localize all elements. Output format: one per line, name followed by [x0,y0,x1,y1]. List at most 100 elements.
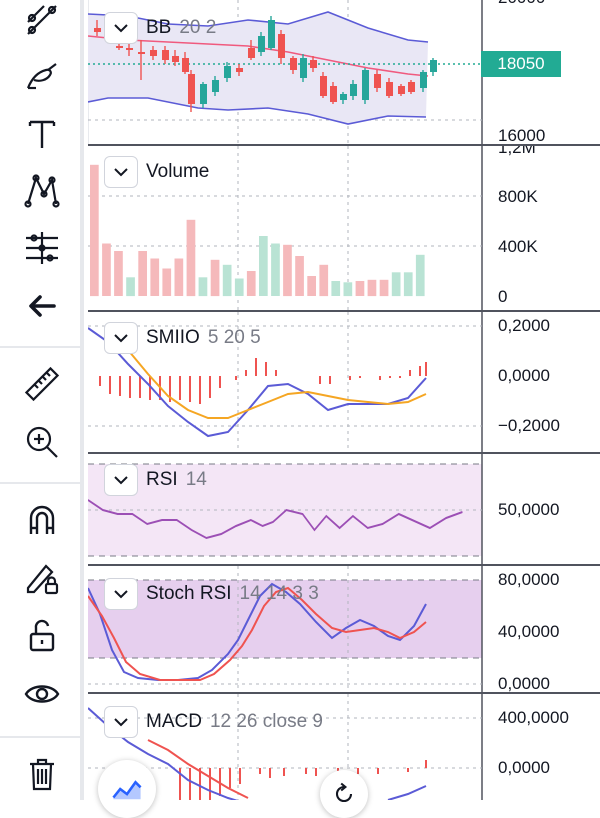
collapse-button[interactable] [104,578,138,610]
smiio-axis-label: 0,2000 [498,316,550,335]
brush-icon[interactable] [16,52,68,100]
candle-body [268,20,275,48]
candle-body [278,34,285,58]
candle-body [200,84,207,104]
reset-chart-button[interactable] [320,770,368,818]
text-icon[interactable] [16,110,68,158]
indicator-name: BB [146,17,172,38]
rsi-axis-label: 50,0000 [498,500,560,519]
toolbar-divider [0,346,80,348]
toolbar-divider [0,482,80,484]
volume-bar [343,282,353,297]
rsi-pane[interactable]: RSI 14 50,0000 [88,454,600,566]
candle-body [258,36,265,52]
volume-bar [210,259,220,297]
magnet-icon[interactable] [16,496,68,544]
candle-body [374,74,381,88]
macd-line-tail [387,785,427,800]
indicator-params: 14 [185,469,207,490]
stoch-d-line [88,586,427,681]
collapse-button[interactable] [104,464,138,496]
zoom-in-icon[interactable] [16,418,68,466]
candle-body [94,28,101,32]
volume-bars [90,164,425,297]
price-plot [88,0,483,144]
last-price-badge[interactable]: 18050 [481,51,561,77]
candle-body [430,60,437,72]
volume-bar [391,272,401,297]
volume-plot [88,146,483,310]
indicator-name: SMIIO [146,327,200,348]
chevron-down-icon [114,718,128,727]
candle-body [320,76,327,96]
smiio-axis-label: −0,2000 [498,416,560,435]
candle-body [340,94,347,100]
candle-body [290,58,297,70]
indicator-params: 14 14 3 3 [239,583,319,604]
indicator-params: 5 20 5 [207,327,261,348]
trash-icon[interactable] [16,750,68,798]
collapse-button[interactable] [104,322,138,354]
eye-icon[interactable] [16,670,68,718]
back-arrow-icon[interactable] [16,282,68,330]
volume-bar [150,258,160,296]
volume-axis-label: 1,2M [498,146,536,157]
unlock-icon[interactable] [16,612,68,660]
candle-body [150,50,157,56]
smiio-plot [88,312,483,452]
collapse-button[interactable] [104,12,138,44]
stochrsi-pane[interactable]: Stoch RSI 14 14 3 3 80,0000 40,0000 0,00… [88,566,600,694]
candle-body [236,68,243,72]
volume-bar [403,272,413,297]
prediction-icon[interactable] [16,224,68,272]
volume-bar [367,279,377,297]
lock-drawings-icon[interactable] [16,554,68,602]
chart-type-button[interactable] [98,760,156,818]
drawing-toolbar [0,0,84,800]
volume-pane[interactable]: Volume 1,2M 800K 400K 0 [88,146,600,312]
volume-legend[interactable]: Volume [104,156,209,188]
collapse-button[interactable] [104,156,138,188]
bb-legend[interactable]: BB 20 2 [104,12,216,44]
smiio-legend[interactable]: SMIIO 5 20 5 [104,322,261,354]
ruler-icon[interactable] [16,360,68,408]
volume-bar [174,258,184,296]
candle-body [224,66,231,78]
volume-bar [114,251,123,296]
indicator-name: RSI [146,469,178,490]
price-axis-label: 16000 [498,126,546,145]
pattern-icon[interactable] [16,166,68,214]
rsi-legend[interactable]: RSI 14 [104,464,207,496]
trend-line-icon[interactable] [16,0,68,44]
volume-bar [138,251,147,296]
stochrsi-axis-label: 40,0000 [498,622,560,641]
bollinger-basis [88,35,429,77]
candle-body [310,60,317,68]
candle-body [138,52,145,54]
volume-bar [307,276,316,296]
candle-body [362,70,369,100]
volume-bar [246,271,256,296]
stochrsi-axis-label: 80,0000 [498,570,560,589]
macd-legend[interactable]: MACD 12 26 close 9 [104,706,323,738]
candle-body [398,86,405,94]
stochrsi-band [88,580,482,658]
collapse-button[interactable] [104,706,138,738]
volume-bar [259,236,268,296]
volume-axis-label: 0 [498,287,508,306]
candle-body [126,48,133,50]
smiio-axis-label: 0,0000 [498,366,550,385]
indicator-name: Volume [146,161,210,182]
stochrsi-plot [88,566,483,692]
volume-bar [222,264,232,297]
bollinger-lower [88,97,427,125]
candle-body [172,56,179,62]
smiio-pane[interactable]: SMIIO 5 20 5 0,2000 0,0000 −0,2000 [88,312,600,454]
stoch-k-line [88,582,427,681]
stochrsi-legend[interactable]: Stoch RSI 14 14 3 3 [104,578,319,610]
volume-bar [271,243,280,296]
macd-pane[interactable]: MACD 12 26 close 9 400,0000 0,0000 [88,694,600,800]
